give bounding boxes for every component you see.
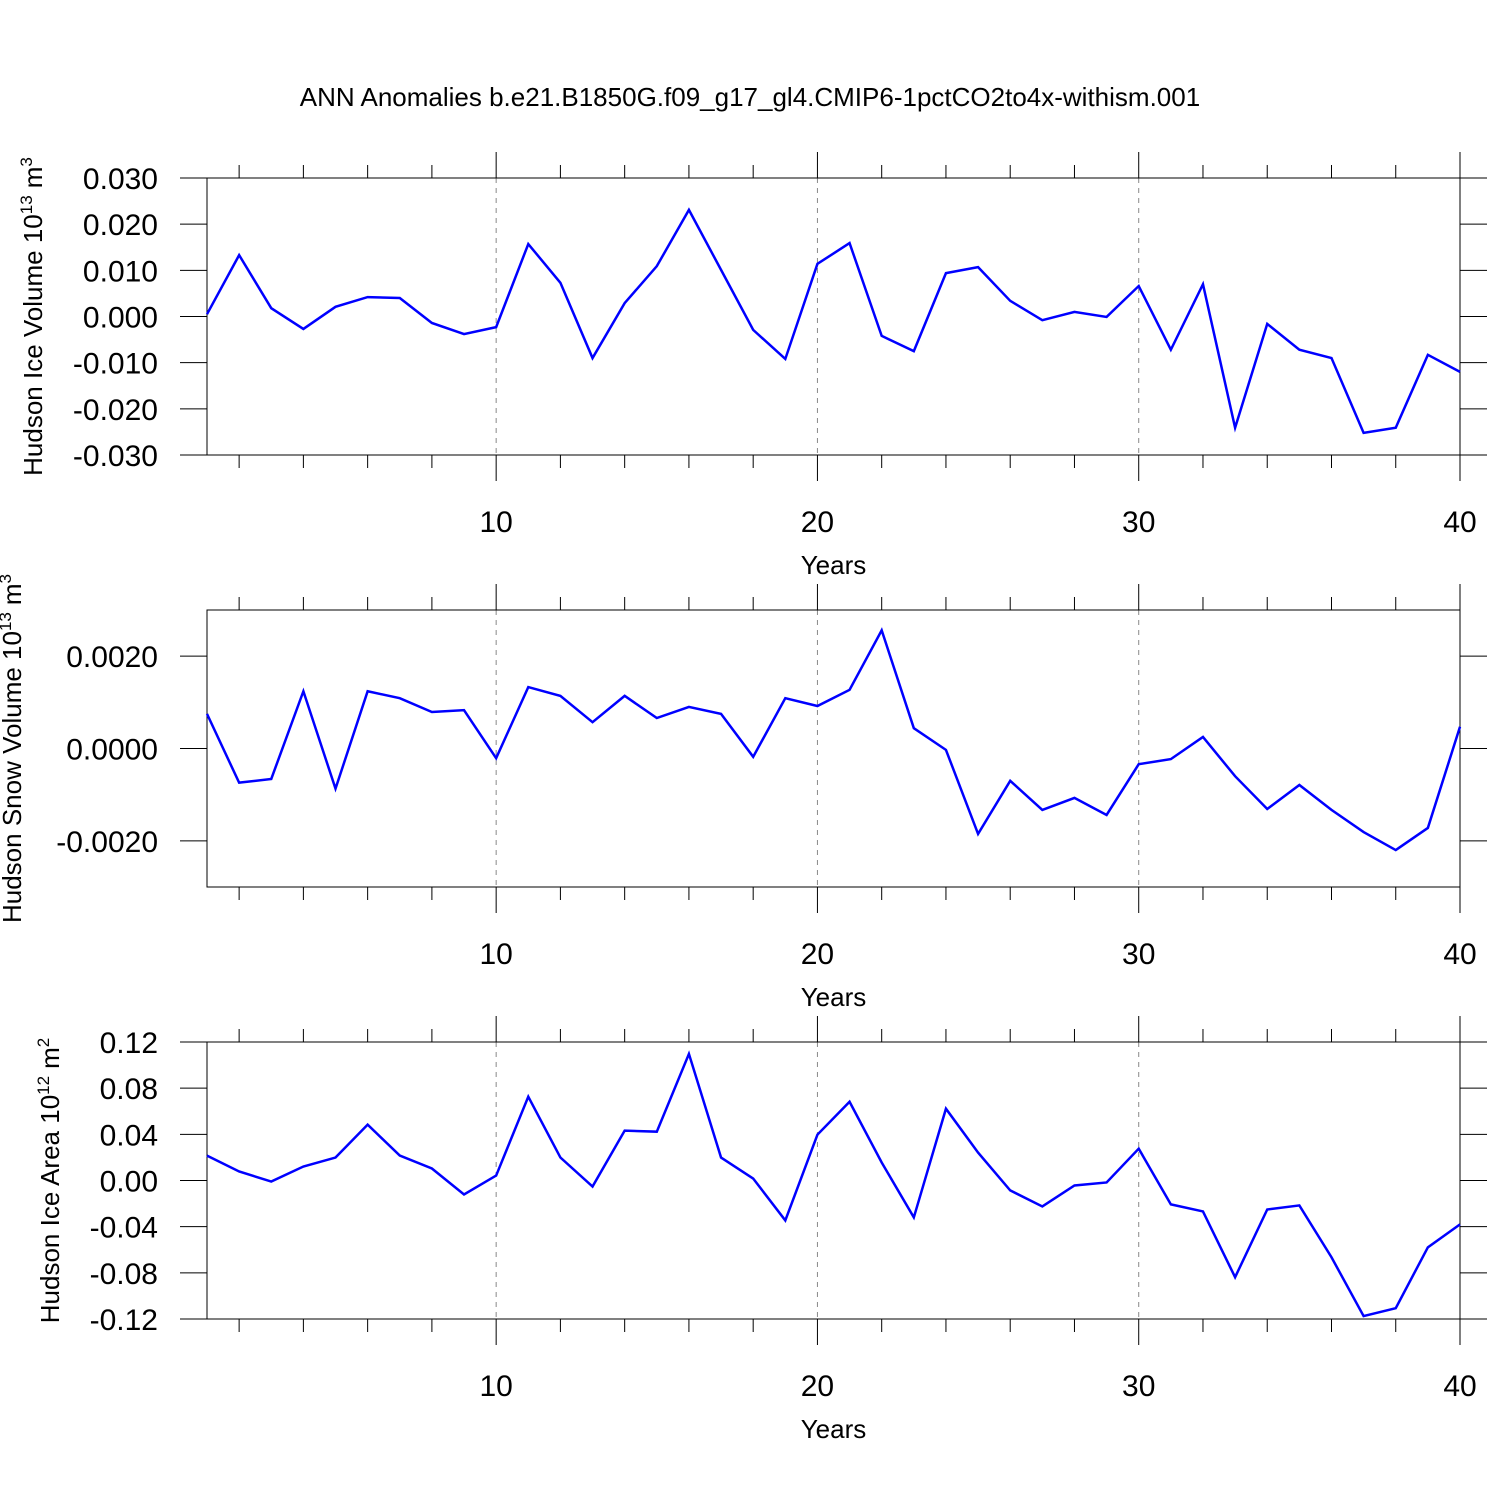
x-tick-label: 20: [801, 506, 834, 539]
y-axis-title-text: Hudson Snow Volume 10: [0, 631, 27, 923]
y-tick-label: -0.12: [90, 1304, 158, 1337]
y-tick-label: 0.12: [100, 1027, 158, 1060]
data-line: [205, 627, 1462, 852]
y-tick-label: 0.000: [83, 302, 158, 335]
data-line: [205, 207, 1461, 435]
y-axis-title: Hudson Ice Area 1012 m2: [34, 1038, 65, 1323]
y-tick-label: -0.04: [90, 1212, 158, 1245]
y-axis-title-power: 13: [0, 612, 15, 631]
data-line: [206, 1050, 1461, 1318]
y-tick-label: 0.04: [100, 1119, 158, 1152]
y-tick-label: 0.020: [83, 209, 158, 242]
y-axis-title-unit-power: 2: [34, 1038, 53, 1047]
y-tick-label: 0.0000: [66, 734, 158, 767]
x-axis-title: Years: [801, 550, 867, 580]
y-tick-label: -0.0020: [56, 826, 158, 859]
y-axis-title-unit: m: [18, 167, 48, 189]
x-tick-label: 40: [1443, 506, 1476, 539]
y-axis-title-unit: m: [35, 1047, 65, 1069]
y-axis-title-unit-power: 3: [0, 574, 15, 583]
chart-title: ANN Anomalies b.e21.B1850G.f09_g17_gl4.C…: [300, 82, 1200, 112]
x-axis-title: Years: [801, 1414, 867, 1444]
plot-frame: [206, 177, 1461, 456]
y-axis-title-power: 12: [34, 1076, 53, 1095]
y-tick-label: 0.010: [83, 255, 158, 288]
y-tick-label: -0.030: [73, 440, 158, 473]
x-tick-label: 30: [1122, 938, 1155, 971]
y-axis-title-unit-power: 3: [17, 157, 36, 166]
x-tick-label: 10: [479, 938, 512, 971]
y-axis-title-text: Hudson Ice Area 10: [35, 1095, 65, 1323]
x-tick-label: 30: [1122, 1370, 1155, 1403]
x-tick-label: 20: [801, 1370, 834, 1403]
y-tick-label: 0.0020: [66, 641, 158, 674]
x-tick-label: 10: [479, 1370, 512, 1403]
y-axis-title-unit: m: [0, 583, 27, 605]
x-tick-label: 30: [1122, 506, 1155, 539]
y-axis-title-power: 13: [17, 195, 36, 214]
y-axis-title: Hudson Ice Volume 1013 m3: [17, 157, 48, 476]
y-tick-label: -0.08: [90, 1258, 158, 1291]
y-axis-title: Hudson Snow Volume 1013 m3: [0, 574, 27, 923]
x-tick-label: 20: [801, 938, 834, 971]
y-tick-label: 0.00: [100, 1166, 158, 1199]
y-tick-label: 0.08: [100, 1073, 158, 1106]
x-axis-title: Years: [801, 982, 867, 1012]
y-tick-label: -0.020: [73, 394, 158, 427]
y-axis-title-text: Hudson Ice Volume 10: [18, 214, 48, 476]
plot-frame: [206, 1041, 1461, 1320]
x-tick-label: 40: [1443, 938, 1476, 971]
x-tick-label: 10: [479, 506, 512, 539]
plot-frame: [206, 609, 1461, 888]
y-tick-label: 0.030: [83, 163, 158, 196]
x-tick-label: 40: [1443, 1370, 1476, 1403]
y-tick-label: -0.010: [73, 348, 158, 381]
